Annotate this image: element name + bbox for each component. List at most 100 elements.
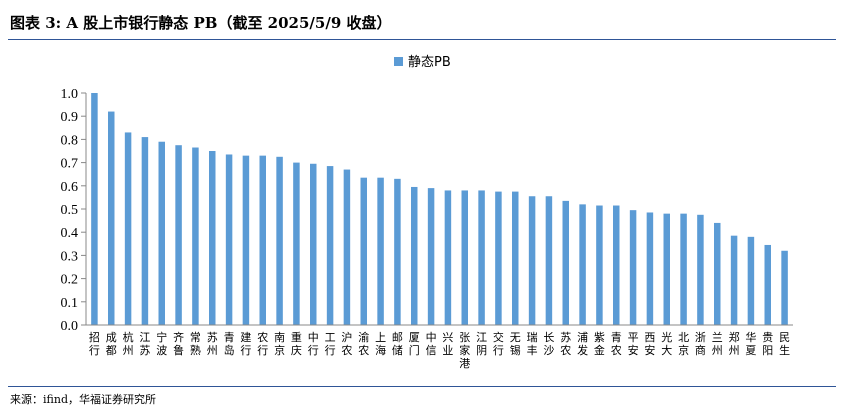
y-tick-label: 0.3	[61, 249, 79, 264]
bar	[108, 111, 115, 325]
bar	[175, 145, 182, 325]
x-tick-label: 齐鲁	[173, 330, 184, 357]
title-rule	[8, 39, 836, 40]
x-tick-label: 兴业	[442, 331, 453, 357]
x-tick-label: 民生	[779, 331, 790, 357]
bar	[377, 177, 384, 325]
y-tick-label: 0.4	[61, 226, 79, 241]
x-tick-label: 青农	[611, 331, 622, 357]
bar	[209, 151, 216, 325]
chart-title: 图表 3: A 股上市银行静态 PB（截至 2025/5/9 收盘）	[10, 14, 392, 32]
bar	[411, 186, 418, 325]
x-tick-label: 交行	[493, 330, 504, 357]
x-tick-label: 江苏	[139, 331, 150, 357]
x-tick-label: 沪农	[341, 330, 352, 357]
bar	[613, 205, 620, 325]
x-tick-label: 工行	[325, 331, 336, 357]
x-tick-label: 成都	[106, 331, 117, 357]
bar	[579, 204, 586, 325]
bar	[680, 213, 687, 325]
x-tick-label: 浦发	[577, 331, 588, 357]
y-axis: 0.0 0.1 0.2 0.3 0.4 0.5 0.6 0.7 0.8 0.9 1.0	[61, 87, 87, 334]
bar	[528, 196, 536, 325]
x-tick-label: 上海	[375, 331, 386, 357]
x-tick-label: 平安	[628, 331, 639, 357]
bar	[562, 200, 569, 325]
bar	[310, 163, 317, 325]
x-tick-label: 苏农	[560, 331, 571, 357]
x-tick-label: 中信	[426, 331, 437, 357]
x-tick-label: 苏州	[207, 331, 218, 357]
bars	[91, 93, 788, 325]
legend: 静态PB	[394, 55, 451, 70]
x-tick-label: 中行	[308, 331, 319, 357]
y-tick-label: 0.0	[61, 319, 79, 334]
legend-label: 静态PB	[408, 55, 451, 70]
bar	[697, 214, 704, 325]
y-tick-label: 0.5	[61, 203, 79, 218]
x-tick-label: 张家港	[459, 331, 470, 370]
x-tick-label: 厦门	[409, 331, 420, 357]
x-tick-label: 贵阳	[762, 331, 773, 357]
x-tick-label: 常熟	[190, 331, 201, 357]
bar	[461, 190, 468, 325]
bar	[158, 141, 165, 325]
x-tick-label: 浙商	[695, 331, 706, 357]
bar-chart: 静态PB 0.0 0.1 0.2 0.3 0.4 0.5 0.6 0.7 0.8 0.9 1.0 招…	[61, 55, 793, 370]
bar	[394, 178, 401, 325]
source-note: 来源：ifind，华福证券研究所	[10, 393, 156, 406]
y-tick-label: 0.6	[61, 180, 79, 195]
y-tick-label: 0.8	[61, 133, 79, 148]
x-tick-label: 招行	[89, 330, 100, 357]
bar	[730, 235, 738, 325]
bar	[495, 191, 502, 325]
x-tick-label: 建行	[240, 330, 251, 357]
x-tick-label: 无锡	[510, 331, 521, 357]
x-tick-label: 杭州	[123, 330, 134, 357]
y-tick-label: 0.9	[61, 110, 79, 125]
x-tick-label: 瑞丰	[527, 330, 538, 357]
bar	[91, 93, 98, 325]
bar	[360, 177, 367, 325]
bar	[478, 190, 485, 325]
bar	[781, 250, 788, 325]
x-tick-label: 郑州	[729, 330, 740, 357]
bar	[276, 156, 283, 325]
x-tick-label: 西安	[644, 331, 655, 357]
bar	[512, 191, 519, 325]
bar	[714, 222, 721, 325]
bar	[293, 162, 300, 325]
bar	[259, 155, 266, 325]
bar	[629, 210, 637, 325]
bar	[326, 166, 334, 325]
x-tick-label: 重庆	[291, 330, 302, 357]
x-tick-label: 长沙	[543, 331, 554, 357]
bar	[427, 188, 435, 325]
bar	[663, 213, 670, 325]
y-tick-label: 0.7	[61, 157, 79, 172]
bar	[343, 169, 351, 325]
x-tick-label: 江阴	[476, 331, 487, 357]
bar	[192, 147, 199, 325]
bar	[545, 196, 553, 325]
x-tick-label: 北京	[678, 331, 689, 357]
x-tick-label: 宁波	[156, 330, 167, 357]
bar	[242, 155, 250, 325]
x-tick-label: 渝农	[358, 330, 369, 357]
y-tick-label: 0.1	[61, 296, 79, 311]
x-tick-label: 青岛	[224, 331, 235, 357]
bar	[747, 236, 755, 325]
bar	[444, 190, 452, 325]
bar	[764, 244, 771, 325]
y-tick-label: 1.0	[61, 87, 79, 102]
bar	[646, 212, 654, 325]
x-axis-labels: 招行成都杭州江苏宁波齐鲁常熟苏州青岛建行农行南京重庆中行工行沪农渝农上海邮储厦门…	[89, 330, 790, 370]
y-tick-label: 0.2	[61, 273, 79, 288]
x-tick-label: 南京	[274, 331, 285, 357]
x-tick-label: 紫金	[594, 331, 605, 357]
bar	[225, 154, 233, 325]
legend-swatch	[394, 57, 403, 66]
x-tick-label: 华夏	[745, 330, 756, 357]
bar	[596, 205, 603, 325]
bar	[141, 137, 149, 325]
